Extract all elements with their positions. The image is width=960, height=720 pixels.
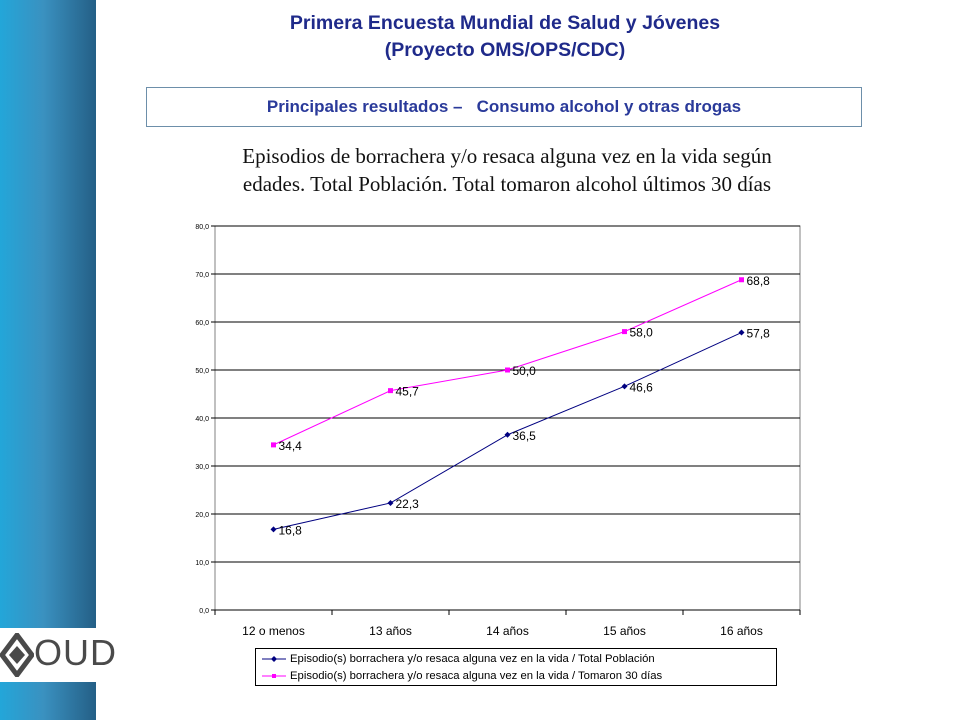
- series-2-point: [505, 367, 510, 373]
- series-1-data-label: 16,8: [279, 523, 303, 537]
- logo-mark-icon: [0, 633, 34, 677]
- chart-legend: Episodio(s) borrachera y/o resaca alguna…: [255, 648, 777, 686]
- logo-text: OUD: [34, 632, 117, 673]
- series-2-point: [739, 277, 744, 283]
- series-1-data-label: 36,5: [513, 429, 537, 443]
- title-line-2: (Proyecto OMS/OPS/CDC): [384, 39, 626, 61]
- x-tick-label: 16 años: [720, 624, 763, 638]
- series-2-data-label: 58,0: [630, 326, 654, 340]
- oud-logo: OUD: [0, 628, 116, 682]
- legend-item-1: Episodio(s) borrachera y/o resaca alguna…: [262, 651, 655, 667]
- series-2-data-label: 68,8: [747, 274, 771, 288]
- series-2-point: [622, 329, 627, 335]
- series-2-point: [271, 442, 276, 448]
- section-title: Principales resultados – Consumo alcohol…: [266, 97, 742, 116]
- legend-item-2: Episodio(s) borrachera y/o resaca alguna…: [262, 668, 662, 684]
- page-title: Primera Encuesta Mundial de Salud y Jóve…: [150, 10, 860, 64]
- series-1-data-label: 57,8: [747, 327, 771, 341]
- series-2-point: [388, 388, 393, 394]
- series-1-point: [387, 499, 394, 506]
- legend-label-1: Episodio(s) borrachera y/o resaca alguna…: [290, 653, 655, 665]
- series-2-data-label: 45,7: [396, 385, 420, 399]
- y-tick-label: 10,0: [195, 560, 209, 567]
- chart-heading-line-1: Episodios de borrachera y/o resaca algun…: [242, 144, 772, 168]
- y-tick-label: 80,0: [195, 224, 209, 231]
- series-1-point: [504, 431, 511, 438]
- y-tick-label: 70,0: [195, 272, 209, 279]
- title-line-1: Primera Encuesta Mundial de Salud y Jóve…: [289, 12, 721, 34]
- chart-heading: Episodios de borrachera y/o resaca algun…: [160, 142, 854, 198]
- legend-label-2: Episodio(s) borrachera y/o resaca alguna…: [290, 670, 663, 682]
- series-1-point: [738, 329, 745, 336]
- x-tick-label: 13 años: [369, 624, 412, 638]
- series-1-point: [270, 526, 277, 533]
- section-banner: Principales resultados – Consumo alcohol…: [146, 87, 862, 127]
- y-tick-label: 0,0: [199, 608, 209, 615]
- y-tick-label: 30,0: [195, 464, 209, 471]
- series-1-point: [621, 383, 628, 390]
- legend-marker-1-icon: [262, 656, 286, 663]
- x-tick-label: 15 años: [603, 624, 646, 638]
- series-1-data-label: 22,3: [396, 497, 420, 511]
- y-tick-label: 50,0: [195, 368, 209, 375]
- y-tick-label: 60,0: [195, 320, 209, 327]
- sidebar-band: [0, 0, 96, 720]
- y-tick-label: 20,0: [195, 512, 209, 519]
- legend-marker-2-icon: [262, 674, 286, 679]
- series-1-data-label: 46,6: [630, 380, 654, 394]
- series-2-data-label: 50,0: [513, 364, 537, 378]
- chart-heading-line-2: edades. Total Población. Total tomaron a…: [242, 172, 772, 196]
- y-tick-label: 40,0: [195, 416, 209, 423]
- x-tick-label: 12 o menos: [242, 624, 305, 638]
- series-2-data-label: 34,4: [279, 439, 303, 453]
- x-tick-label: 14 años: [486, 624, 529, 638]
